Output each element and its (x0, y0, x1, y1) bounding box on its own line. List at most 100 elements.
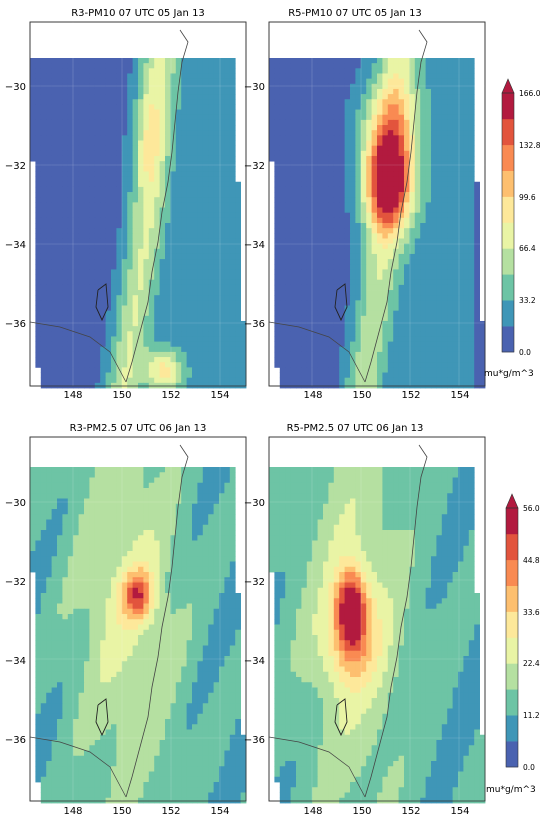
field-cell (269, 151, 275, 157)
field-cell (388, 321, 394, 327)
field-cell (463, 94, 469, 100)
field-cell (377, 135, 383, 141)
field-cell (46, 254, 52, 260)
field-cell (420, 197, 426, 203)
field-cell (154, 63, 160, 69)
field-cell (463, 357, 469, 363)
field-cell (73, 120, 79, 126)
field-cell (323, 130, 329, 136)
field-cell (463, 73, 469, 79)
field-cell (318, 213, 324, 219)
field-cell (382, 378, 388, 384)
field-cell (388, 99, 394, 105)
field-cell (447, 347, 453, 353)
field-cell (230, 171, 236, 177)
field-cell (280, 249, 286, 255)
field-cell (230, 156, 236, 162)
field-cell (46, 280, 52, 286)
field-cell (73, 238, 79, 244)
field-cell (420, 244, 426, 250)
field-cell (366, 182, 372, 188)
field-cell (235, 367, 241, 373)
field-cell (345, 362, 351, 368)
field-cell (46, 161, 52, 167)
colorbar-band (502, 326, 514, 352)
field-cell (203, 316, 209, 322)
field-cell (328, 218, 334, 224)
field-cell (334, 177, 340, 183)
field-cell (133, 99, 139, 105)
field-cell (426, 99, 432, 105)
field-cell (431, 321, 437, 327)
field-cell (62, 156, 68, 162)
field-cell (350, 166, 356, 172)
field-cell (154, 467, 160, 473)
field-cell (328, 316, 334, 322)
field-cell (388, 238, 394, 244)
field-cell (469, 177, 475, 183)
field-cell (187, 326, 193, 332)
field-cell (469, 161, 475, 167)
field-cell (377, 187, 383, 193)
field-cell (176, 182, 182, 188)
field-cell (426, 357, 432, 363)
field-cell (404, 300, 410, 306)
field-cell (84, 238, 90, 244)
field-cell (116, 135, 122, 141)
field-cell (469, 79, 475, 85)
field-cell (127, 182, 133, 188)
field-cell (41, 151, 47, 157)
field-cell (339, 373, 345, 379)
field-cell (89, 73, 95, 79)
field-cell (149, 161, 155, 167)
field-cell (181, 373, 187, 379)
field-cell (154, 197, 160, 203)
field-cell (208, 94, 214, 100)
field-cell (52, 151, 58, 157)
field-cell (73, 202, 79, 208)
field-cell (415, 326, 421, 332)
field-cell (328, 295, 334, 301)
field-cell (420, 362, 426, 368)
field-cell (46, 213, 52, 219)
field-cell (426, 259, 432, 265)
field-cell (420, 238, 426, 244)
field-cell (334, 280, 340, 286)
field-cell (318, 156, 324, 162)
field-cell (372, 269, 378, 275)
field-cell (420, 99, 426, 105)
field-cell (377, 63, 383, 69)
field-cell (89, 223, 95, 229)
field-cell (355, 141, 361, 147)
field-cell (296, 187, 302, 193)
field-cell (62, 94, 68, 100)
field-cell (355, 187, 361, 193)
field-cell (355, 238, 361, 244)
field-cell (318, 115, 324, 121)
field-cell (192, 249, 198, 255)
field-cell (57, 156, 63, 162)
field-cell (280, 99, 286, 105)
field-cell (442, 357, 448, 363)
field-cell (382, 104, 388, 110)
field-cell (149, 197, 155, 203)
field-cell (361, 275, 367, 281)
field-cell (187, 115, 193, 121)
field-cell (296, 238, 302, 244)
field-cell (52, 362, 58, 368)
field-cell (143, 264, 149, 270)
field-cell (73, 68, 79, 74)
field-cell (181, 300, 187, 306)
field-cell (127, 89, 133, 95)
field-cell (453, 362, 459, 368)
field-cell (318, 352, 324, 358)
field-cell (165, 244, 171, 250)
field-cell (197, 336, 203, 342)
field-cell (154, 331, 160, 337)
field-cell (149, 357, 155, 363)
field-cell (474, 208, 480, 214)
field-cell (372, 79, 378, 85)
field-cell (89, 161, 95, 167)
field-cell (35, 472, 41, 478)
field-cell (415, 63, 421, 69)
